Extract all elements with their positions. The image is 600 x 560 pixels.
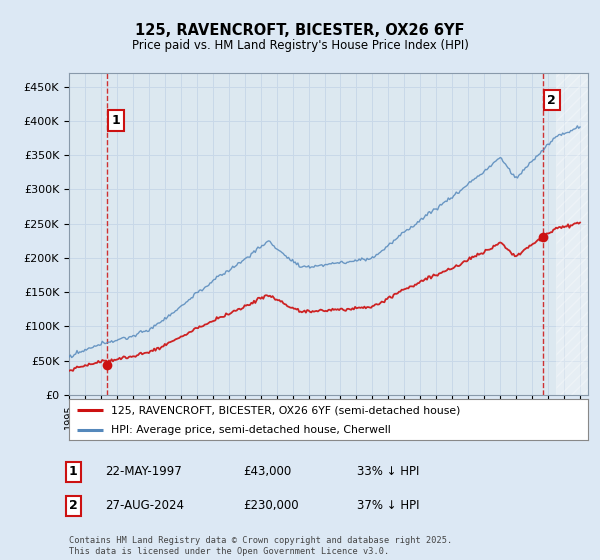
Bar bbox=[556, 73, 600, 395]
Text: Contains HM Land Registry data © Crown copyright and database right 2025.
This d: Contains HM Land Registry data © Crown c… bbox=[69, 536, 452, 556]
Text: 1: 1 bbox=[112, 114, 121, 127]
Text: 27-AUG-2024: 27-AUG-2024 bbox=[105, 499, 184, 512]
Text: 125, RAVENCROFT, BICESTER, OX26 6YF: 125, RAVENCROFT, BICESTER, OX26 6YF bbox=[135, 24, 465, 38]
Text: 2: 2 bbox=[69, 499, 78, 512]
Text: HPI: Average price, semi-detached house, Cherwell: HPI: Average price, semi-detached house,… bbox=[110, 424, 390, 435]
Text: £230,000: £230,000 bbox=[243, 499, 299, 512]
Text: £43,000: £43,000 bbox=[243, 465, 291, 478]
Text: Price paid vs. HM Land Registry's House Price Index (HPI): Price paid vs. HM Land Registry's House … bbox=[131, 39, 469, 53]
Text: 125, RAVENCROFT, BICESTER, OX26 6YF (semi-detached house): 125, RAVENCROFT, BICESTER, OX26 6YF (sem… bbox=[110, 405, 460, 415]
Text: 1: 1 bbox=[69, 465, 78, 478]
Text: 2: 2 bbox=[547, 94, 556, 106]
Text: 37% ↓ HPI: 37% ↓ HPI bbox=[357, 499, 419, 512]
Text: 22-MAY-1997: 22-MAY-1997 bbox=[105, 465, 182, 478]
Text: 33% ↓ HPI: 33% ↓ HPI bbox=[357, 465, 419, 478]
